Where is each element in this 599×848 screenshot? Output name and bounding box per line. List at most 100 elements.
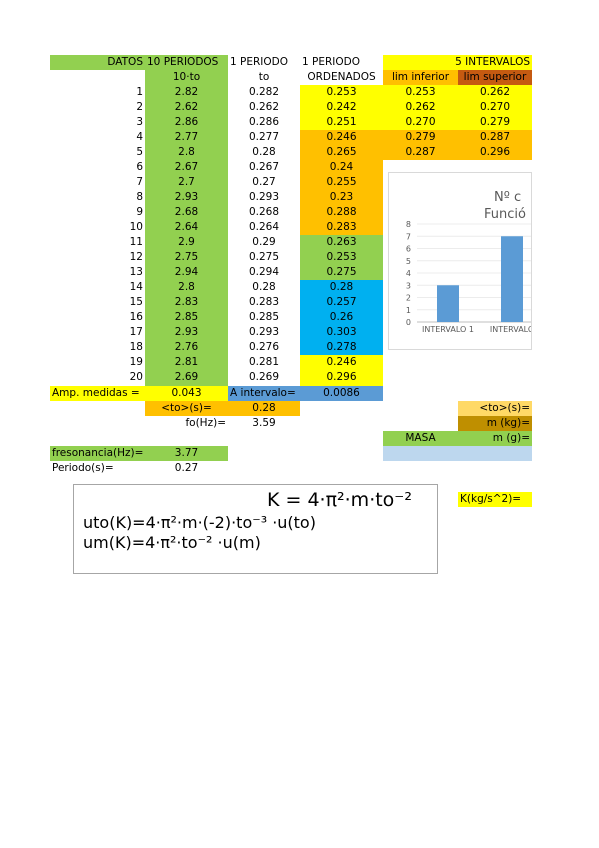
cell: 2.86 (145, 114, 228, 130)
cell: 0.275 (248, 251, 280, 264)
cell: 2.83 (145, 295, 228, 311)
formula-box: K = 4·π²·m·to⁻² uto(K)=4·π²·m·(-2)·to⁻³ … (73, 484, 438, 574)
cell: 0.264 (248, 220, 280, 233)
cell: 8 (136, 190, 143, 203)
cell: 0.296 (300, 370, 383, 386)
cell: 0.262 (458, 84, 532, 100)
cell: 0.251 (300, 114, 383, 130)
y-tick-label: 1 (406, 306, 411, 315)
cell: 12 (129, 251, 143, 264)
cell: 2.85 (145, 310, 228, 326)
cell: 0.28 (300, 280, 383, 296)
cell: 0.29 (252, 236, 276, 248)
cell: 4 (136, 130, 143, 143)
cell: 0.27 (252, 175, 276, 188)
cell: 0.270 (383, 114, 458, 130)
cell: 0.253 (300, 84, 383, 100)
cell: 2.93 (145, 189, 228, 206)
chart: Nº c Funció 0 1 2 3 4 5 6 7 8 INTERVALO 1 INTERVALO (388, 172, 532, 350)
cell: 0.27 (174, 461, 199, 474)
formula: K = 4·π²·m·to⁻² (267, 489, 412, 511)
cell: 0.276 (248, 341, 280, 354)
cell: 0.293 (248, 326, 280, 339)
cell: 20 (129, 371, 143, 384)
cell: Periodo(s)= (52, 461, 114, 474)
bar (501, 236, 523, 322)
cell: 14 (129, 281, 143, 294)
cell: 0.265 (300, 144, 383, 161)
cell: 11 (129, 236, 143, 248)
cell: 5 (136, 145, 143, 158)
cell: 0.282 (248, 85, 280, 98)
cell: 0.279 (458, 114, 532, 130)
y-tick-label: 8 (406, 220, 411, 229)
cell: 2.93 (145, 325, 228, 341)
cell: 15 (129, 296, 143, 309)
cell: lim inferior (383, 69, 458, 85)
y-tick-label: 0 (406, 318, 411, 327)
cell: MASA (383, 430, 458, 446)
cell: 2.82 (145, 84, 228, 100)
cell: 6 (136, 160, 143, 173)
x-tick-label: INTERVALO (490, 325, 532, 334)
cell: 0.246 (300, 355, 383, 371)
x-tick-label: INTERVALO 1 (422, 325, 474, 334)
cell: to (258, 70, 270, 83)
cell: 2.64 (145, 219, 228, 236)
cell: 2.94 (145, 265, 228, 281)
cell: 0.268 (248, 205, 280, 218)
cell: <to>(s)= (145, 400, 228, 416)
cell: 0.253 (300, 250, 383, 266)
cell: 18 (129, 341, 143, 354)
cell: 19 (129, 356, 143, 369)
cell: 0.278 (300, 340, 383, 356)
cell: 0.288 (300, 204, 383, 221)
cell: 0.263 (300, 235, 383, 251)
cell: 2 (136, 100, 143, 113)
cell: 0.287 (458, 129, 532, 145)
cell: 17 (129, 326, 143, 339)
cell: 0.242 (300, 99, 383, 115)
cell: 0.285 (248, 311, 280, 324)
cell: K(kg/s^2)= (458, 492, 532, 508)
chart-title: Nº c (494, 190, 521, 205)
cell: lim superior (458, 69, 532, 85)
cell: 1 PERIODO (302, 56, 360, 68)
cell: 0.270 (458, 99, 532, 115)
cell: 10 PERIODOS (145, 55, 228, 71)
bar (437, 285, 459, 322)
cell: 2.8 (145, 280, 228, 296)
cell: 0.255 (300, 174, 383, 191)
cell: 0.26 (300, 310, 383, 326)
cell: 0.0086 (300, 385, 383, 401)
cell: 1 (136, 85, 143, 98)
cell: Amp. medidas = (50, 385, 145, 401)
cell: 2.75 (145, 250, 228, 266)
cell: 0.262 (248, 100, 280, 113)
cell: 0.281 (248, 356, 280, 369)
cell: 0.294 (248, 266, 280, 279)
cell: 0.303 (300, 325, 383, 341)
cell: 2.69 (145, 370, 228, 386)
cell: 0.28 (252, 145, 276, 158)
cell: 0.253 (383, 84, 458, 100)
cell: 0.28 (228, 400, 300, 416)
cell: 0.257 (300, 295, 383, 311)
cell: 2.67 (145, 159, 228, 176)
cell: 0.275 (300, 265, 383, 281)
cell: 0.279 (383, 129, 458, 145)
y-tick-label: 3 (406, 281, 411, 290)
cell: 0.296 (458, 144, 532, 161)
cell: A intervalo= (228, 385, 300, 401)
y-tick-label: 4 (406, 269, 411, 278)
cell: fresonancia(Hz)= (50, 445, 145, 462)
cell: 3.59 (252, 416, 276, 429)
cell: 0.24 (300, 159, 383, 176)
cell: 2.62 (145, 99, 228, 115)
cell: 10 (129, 220, 143, 233)
cell: 0.283 (300, 219, 383, 236)
cell: 2.8 (145, 144, 228, 161)
cell: 0.23 (300, 189, 383, 206)
cell (383, 445, 532, 462)
